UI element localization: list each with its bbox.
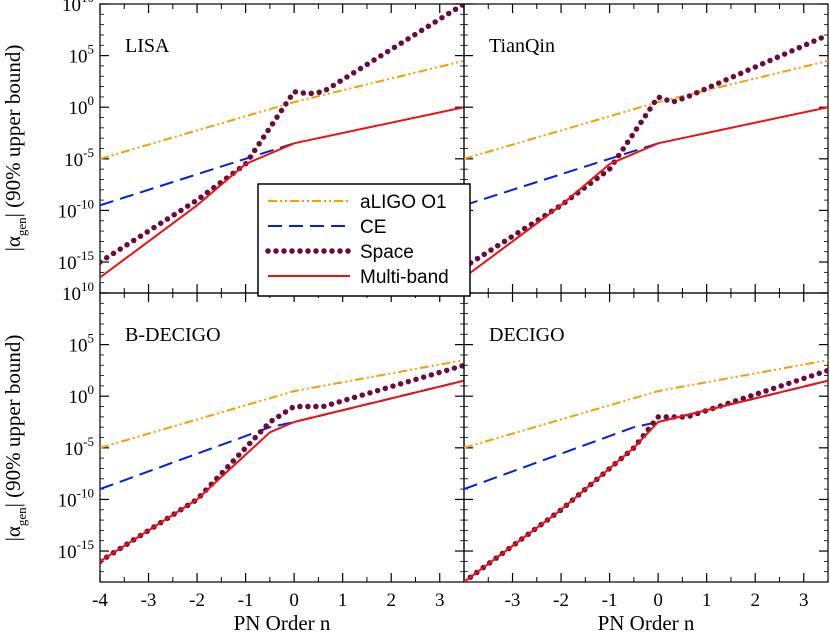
y-tick-label: 10-10 (58, 196, 94, 222)
series-aligo-o1-line (100, 359, 464, 449)
y-tick-label: 100 (69, 93, 95, 119)
panel-tianqin: TianQin (463, 3, 829, 294)
y-tick-label: 100 (69, 382, 95, 408)
y-tick-label: 10-15 (58, 537, 94, 563)
x-tick-label: -3 (505, 590, 521, 611)
series-multi-band-line (100, 106, 464, 279)
y-tick-label: 10-10 (58, 485, 94, 511)
series-space-line (464, 32, 828, 270)
legend-label-multi-band: Multi-band (360, 267, 449, 288)
series-aligo-o1-line (464, 359, 828, 449)
series-ce-line (464, 142, 659, 207)
x-tick-label: -1 (602, 590, 618, 611)
x-tick-label: 3 (799, 590, 809, 611)
series-multi-band-line (464, 379, 828, 582)
panel-decigo: DECIGO (463, 292, 829, 583)
legend-label-ce: CE (360, 217, 386, 238)
x-tick-label: 2 (750, 590, 760, 611)
y-tick-label: 105 (69, 42, 95, 68)
y-tick-label: 1010 (62, 0, 94, 16)
x-tick-label: 2 (386, 590, 396, 611)
series-space-line (464, 367, 828, 582)
x-tick-label: -2 (189, 590, 205, 611)
x-tick-label: 1 (702, 590, 712, 611)
x-tick-label: 0 (653, 590, 663, 611)
y-tick-label: 10-15 (58, 248, 94, 274)
series-multi-band-line (464, 106, 828, 279)
panel-title: TianQin (489, 35, 555, 57)
x-tick-label: 1 (338, 590, 348, 611)
x-tick-label: 0 (289, 590, 299, 611)
panel-title: B-DECIGO (125, 324, 221, 346)
legend-box (257, 183, 471, 297)
y-axis-title: |αgen| (90% upper bound) (1, 335, 29, 542)
series-ce-line (100, 142, 295, 207)
panel-title: DECIGO (489, 324, 565, 346)
x-tick-label: -3 (141, 590, 157, 611)
x-tick-label: 3 (435, 590, 445, 611)
x-tick-label: -1 (238, 590, 254, 611)
legend-label-space: Space (360, 242, 414, 263)
y-tick-label: 10-5 (64, 434, 94, 460)
y-tick-label: 1010 (62, 279, 94, 305)
x-tick-label: -2 (553, 590, 569, 611)
y-tick-label: 10-5 (64, 145, 94, 171)
series-ce-line (464, 379, 828, 491)
axis-labels: 101010510010-510-1010-15-4-3-2-101231010… (1, 0, 808, 635)
x-axis-title: PN Order n (234, 611, 331, 635)
series-space-line (100, 362, 464, 565)
series-space-line (100, 4, 464, 265)
legend-label-aligo-o1: aLIGO O1 (360, 192, 447, 213)
y-tick-label: 105 (69, 331, 95, 357)
series-ce-line (100, 379, 464, 491)
series-multi-band-line (100, 379, 464, 563)
legend: aLIGO O1 CE Space Multi-band (257, 183, 471, 297)
y-axis-title: |αgen| (90% upper bound) (1, 45, 29, 252)
panels: LISA TianQin B-DECIGO DECIGO (99, 3, 829, 583)
x-tick-label: -4 (92, 590, 108, 611)
series-aligo-o1-line (100, 59, 464, 160)
panel-b-decigo: B-DECIGO (99, 292, 465, 583)
panel-title: LISA (125, 35, 170, 57)
series-aligo-o1-line (464, 59, 828, 160)
x-axis-title: PN Order n (598, 611, 695, 635)
